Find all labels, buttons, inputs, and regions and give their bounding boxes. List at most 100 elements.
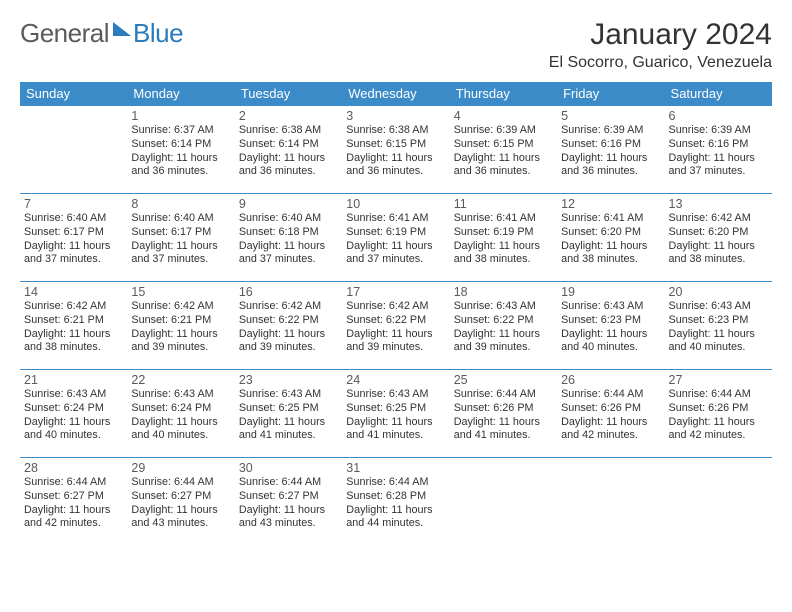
calendar-day-cell: 25Sunrise: 6:44 AMSunset: 6:26 PMDayligh… xyxy=(450,370,557,458)
calendar-day-cell: 8Sunrise: 6:40 AMSunset: 6:17 PMDaylight… xyxy=(127,194,234,282)
sunrise-line: Sunrise: 6:40 AM xyxy=(131,212,230,226)
daylight-line-2: and 36 minutes. xyxy=(346,165,445,179)
sunset-line: Sunset: 6:26 PM xyxy=(669,402,768,416)
sunrise-line: Sunrise: 6:44 AM xyxy=(239,476,338,490)
sunset-line: Sunset: 6:20 PM xyxy=(561,226,660,240)
day-details: Sunrise: 6:42 AMSunset: 6:20 PMDaylight:… xyxy=(669,212,768,267)
calendar-day-cell: 13Sunrise: 6:42 AMSunset: 6:20 PMDayligh… xyxy=(665,194,772,282)
calendar-day-cell: 29Sunrise: 6:44 AMSunset: 6:27 PMDayligh… xyxy=(127,458,234,546)
sunrise-line: Sunrise: 6:42 AM xyxy=(669,212,768,226)
day-number: 16 xyxy=(239,284,338,300)
calendar-day-cell: 12Sunrise: 6:41 AMSunset: 6:20 PMDayligh… xyxy=(557,194,664,282)
day-number: 23 xyxy=(239,372,338,388)
sunset-line: Sunset: 6:22 PM xyxy=(239,314,338,328)
day-details: Sunrise: 6:43 AMSunset: 6:22 PMDaylight:… xyxy=(454,300,553,355)
daylight-line-2: and 38 minutes. xyxy=(454,253,553,267)
sunset-line: Sunset: 6:25 PM xyxy=(239,402,338,416)
daylight-line-1: Daylight: 11 hours xyxy=(346,240,445,254)
day-details: Sunrise: 6:42 AMSunset: 6:21 PMDaylight:… xyxy=(24,300,123,355)
day-number: 17 xyxy=(346,284,445,300)
daylight-line-1: Daylight: 11 hours xyxy=(131,152,230,166)
daylight-line-1: Daylight: 11 hours xyxy=(561,240,660,254)
day-details: Sunrise: 6:40 AMSunset: 6:17 PMDaylight:… xyxy=(24,212,123,267)
daylight-line-1: Daylight: 11 hours xyxy=(239,416,338,430)
calendar-day-cell: 31Sunrise: 6:44 AMSunset: 6:28 PMDayligh… xyxy=(342,458,449,546)
sunrise-line: Sunrise: 6:41 AM xyxy=(346,212,445,226)
daylight-line-2: and 42 minutes. xyxy=(24,517,123,531)
calendar-week-row: 7Sunrise: 6:40 AMSunset: 6:17 PMDaylight… xyxy=(20,194,772,282)
day-number: 11 xyxy=(454,196,553,212)
weekday-header: Monday xyxy=(127,82,234,106)
day-number: 30 xyxy=(239,460,338,476)
daylight-line-1: Daylight: 11 hours xyxy=(454,152,553,166)
brand-part1: General xyxy=(20,18,109,49)
header: General Blue January 2024 El Socorro, Gu… xyxy=(20,18,772,72)
sunset-line: Sunset: 6:18 PM xyxy=(239,226,338,240)
daylight-line-2: and 38 minutes. xyxy=(24,341,123,355)
calendar-week-row: 21Sunrise: 6:43 AMSunset: 6:24 PMDayligh… xyxy=(20,370,772,458)
day-number: 20 xyxy=(669,284,768,300)
calendar-day-cell: 11Sunrise: 6:41 AMSunset: 6:19 PMDayligh… xyxy=(450,194,557,282)
day-details: Sunrise: 6:40 AMSunset: 6:17 PMDaylight:… xyxy=(131,212,230,267)
day-number: 3 xyxy=(346,108,445,124)
sunrise-line: Sunrise: 6:37 AM xyxy=(131,124,230,138)
calendar-day-cell: 22Sunrise: 6:43 AMSunset: 6:24 PMDayligh… xyxy=(127,370,234,458)
sunset-line: Sunset: 6:23 PM xyxy=(669,314,768,328)
sunrise-line: Sunrise: 6:43 AM xyxy=(454,300,553,314)
daylight-line-2: and 37 minutes. xyxy=(239,253,338,267)
calendar-day-cell: 27Sunrise: 6:44 AMSunset: 6:26 PMDayligh… xyxy=(665,370,772,458)
sunrise-line: Sunrise: 6:44 AM xyxy=(24,476,123,490)
day-details: Sunrise: 6:43 AMSunset: 6:23 PMDaylight:… xyxy=(669,300,768,355)
daylight-line-2: and 39 minutes. xyxy=(346,341,445,355)
calendar-week-row: ..1Sunrise: 6:37 AMSunset: 6:14 PMDaylig… xyxy=(20,106,772,194)
calendar-week-row: 14Sunrise: 6:42 AMSunset: 6:21 PMDayligh… xyxy=(20,282,772,370)
day-details: Sunrise: 6:44 AMSunset: 6:26 PMDaylight:… xyxy=(669,388,768,443)
sunrise-line: Sunrise: 6:38 AM xyxy=(346,124,445,138)
day-details: Sunrise: 6:43 AMSunset: 6:24 PMDaylight:… xyxy=(24,388,123,443)
brand-part2: Blue xyxy=(133,18,183,49)
sunrise-line: Sunrise: 6:39 AM xyxy=(669,124,768,138)
day-details: Sunrise: 6:41 AMSunset: 6:19 PMDaylight:… xyxy=(454,212,553,267)
day-number: 21 xyxy=(24,372,123,388)
day-details: Sunrise: 6:39 AMSunset: 6:15 PMDaylight:… xyxy=(454,124,553,179)
sunrise-line: Sunrise: 6:42 AM xyxy=(24,300,123,314)
day-number: 4 xyxy=(454,108,553,124)
daylight-line-2: and 40 minutes. xyxy=(669,341,768,355)
daylight-line-2: and 36 minutes. xyxy=(454,165,553,179)
sunrise-line: Sunrise: 6:43 AM xyxy=(239,388,338,402)
day-number: 29 xyxy=(131,460,230,476)
sunrise-line: Sunrise: 6:43 AM xyxy=(561,300,660,314)
sunset-line: Sunset: 6:15 PM xyxy=(454,138,553,152)
day-number: 27 xyxy=(669,372,768,388)
day-number: 2 xyxy=(239,108,338,124)
day-details: Sunrise: 6:43 AMSunset: 6:24 PMDaylight:… xyxy=(131,388,230,443)
daylight-line-2: and 36 minutes. xyxy=(239,165,338,179)
sunset-line: Sunset: 6:22 PM xyxy=(454,314,553,328)
day-number: 15 xyxy=(131,284,230,300)
daylight-line-1: Daylight: 11 hours xyxy=(24,416,123,430)
calendar-day-cell: 1Sunrise: 6:37 AMSunset: 6:14 PMDaylight… xyxy=(127,106,234,194)
day-number: 25 xyxy=(454,372,553,388)
day-details: Sunrise: 6:44 AMSunset: 6:27 PMDaylight:… xyxy=(239,476,338,531)
daylight-line-1: Daylight: 11 hours xyxy=(239,240,338,254)
calendar-day-cell: 4Sunrise: 6:39 AMSunset: 6:15 PMDaylight… xyxy=(450,106,557,194)
day-number: 10 xyxy=(346,196,445,212)
weekday-header: Sunday xyxy=(20,82,127,106)
daylight-line-1: Daylight: 11 hours xyxy=(346,152,445,166)
location-text: El Socorro, Guarico, Venezuela xyxy=(549,54,772,72)
sunset-line: Sunset: 6:23 PM xyxy=(561,314,660,328)
sunrise-line: Sunrise: 6:40 AM xyxy=(239,212,338,226)
sunset-line: Sunset: 6:28 PM xyxy=(346,490,445,504)
day-number: 14 xyxy=(24,284,123,300)
day-number: 9 xyxy=(239,196,338,212)
daylight-line-1: Daylight: 11 hours xyxy=(454,240,553,254)
day-details: Sunrise: 6:43 AMSunset: 6:25 PMDaylight:… xyxy=(346,388,445,443)
sunset-line: Sunset: 6:17 PM xyxy=(131,226,230,240)
daylight-line-2: and 39 minutes. xyxy=(239,341,338,355)
daylight-line-1: Daylight: 11 hours xyxy=(24,240,123,254)
sunset-line: Sunset: 6:27 PM xyxy=(24,490,123,504)
day-number: 22 xyxy=(131,372,230,388)
daylight-line-1: Daylight: 11 hours xyxy=(669,240,768,254)
weekday-header: Thursday xyxy=(450,82,557,106)
sunrise-line: Sunrise: 6:39 AM xyxy=(454,124,553,138)
